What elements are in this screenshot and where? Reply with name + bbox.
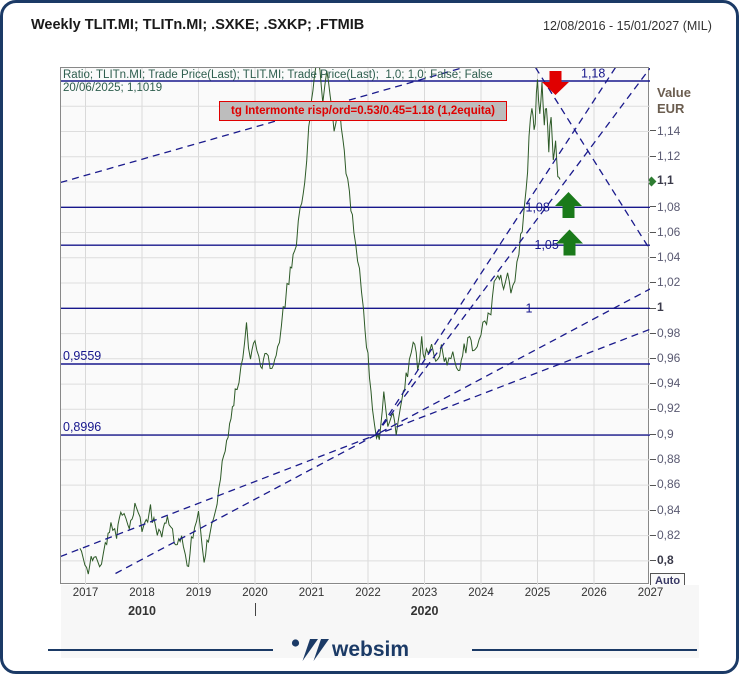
svg-text:1,18: 1,18 xyxy=(581,68,605,81)
svg-text:1: 1 xyxy=(526,302,533,316)
svg-text:1,05: 1,05 xyxy=(535,238,559,252)
svg-text:0,8996: 0,8996 xyxy=(63,420,101,434)
svg-text:0,9559: 0,9559 xyxy=(63,349,101,363)
svg-text:1,08: 1,08 xyxy=(526,201,550,215)
